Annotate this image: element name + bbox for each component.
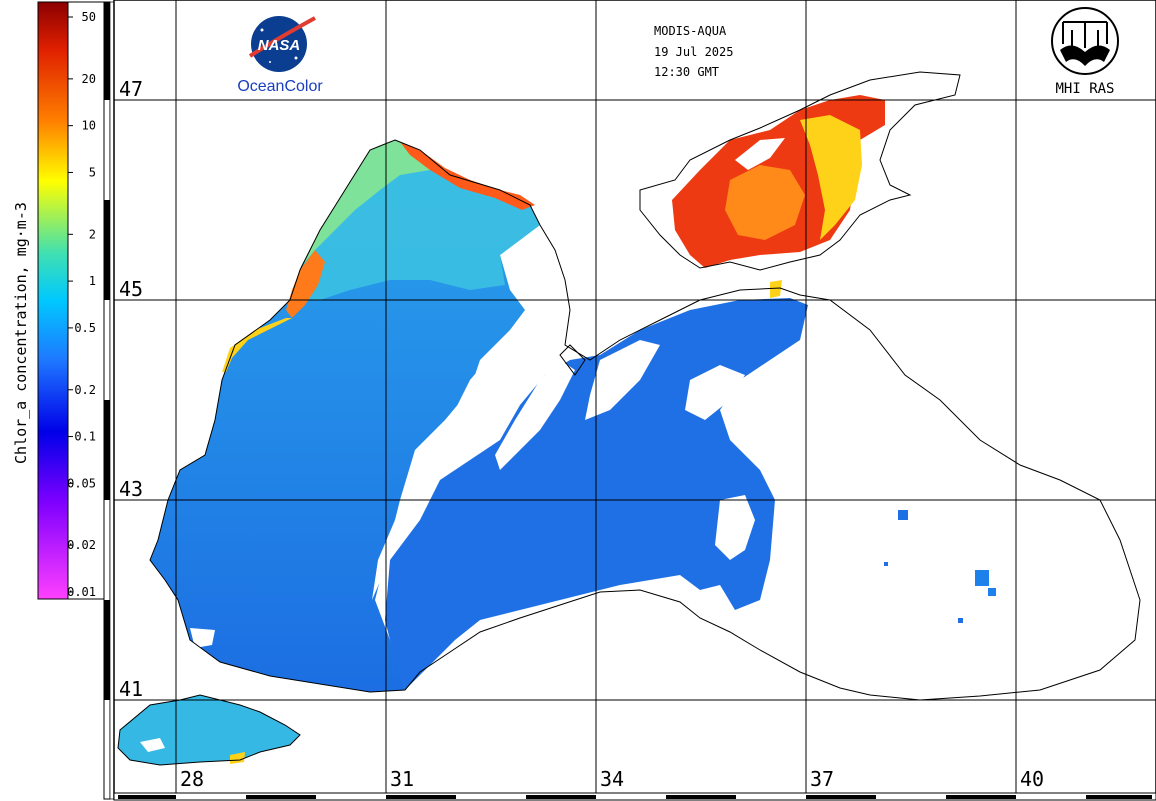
acquisition-date: 19 Jul 2025 — [654, 45, 733, 59]
oceancolor-label: OceanColor — [237, 78, 323, 95]
colorbar-tick-label: 0.5 — [74, 321, 96, 335]
pixel-cluster — [898, 510, 908, 520]
lat-label-47: 47 — [119, 77, 143, 101]
marmara-sea-coverage — [118, 695, 300, 765]
pixel-cluster — [884, 562, 888, 566]
azov-cloud-gap — [735, 138, 785, 170]
colorbar-title: Chlor_a concentration, mg·m-3 — [12, 202, 30, 464]
acquisition-time: 12:30 GMT — [654, 65, 719, 79]
azov-bloom-orange — [725, 165, 805, 240]
colorbar-label-panel — [67, 1, 107, 600]
lat-label-41: 41 — [119, 677, 143, 701]
lon-label-34: 34 — [600, 767, 624, 791]
mhi-ras-label: MHI RAS — [1055, 81, 1114, 97]
colorbar-tick-label: 0.01 — [67, 585, 96, 599]
pixel-cluster — [975, 570, 989, 586]
latitude-scale-strip — [103, 1, 115, 800]
lon-label-37: 37 — [810, 767, 834, 791]
cloud-gap — [190, 628, 215, 648]
lon-label-31: 31 — [390, 767, 414, 791]
danube-coastal-bloom — [286, 250, 325, 318]
colorbar-tick-label: 50 — [82, 10, 96, 24]
odessa-coastal-bloom — [400, 142, 535, 210]
cloud-gap — [585, 340, 660, 420]
acquisition-info: MODIS-AQUA 19 Jul 2025 12:30 GMT — [654, 24, 733, 79]
colorbar-tick-label: 1 — [89, 274, 96, 288]
danube-coastal-bloom-edge — [222, 318, 292, 372]
colorbar-ticks: 50 20 10 5 2 1 0.5 0.2 0.1 0.05 0.02 0.01 — [67, 10, 96, 599]
colorbar: Chlor_a concentration, mg·m-3 50 20 10 5 2 1 0… — [12, 1, 107, 600]
mhi-ras-logo: MHI RAS — [1051, 7, 1119, 97]
cloud-gap — [715, 495, 755, 560]
nasa-oceancolor-logo: NASA OceanColor — [237, 16, 323, 95]
lon-label-40: 40 — [1020, 767, 1044, 791]
latitude-labels: 47 45 43 41 — [116, 77, 150, 701]
lat-label-43: 43 — [119, 477, 143, 501]
nasa-wordmark: NASA — [258, 37, 301, 54]
cloud-gap — [685, 365, 745, 420]
azov-bloom-yellow — [800, 115, 862, 240]
colorbar-tick-label: 5 — [89, 165, 96, 179]
lat-label-45: 45 — [119, 277, 143, 301]
cloud-gap — [495, 360, 575, 470]
colorbar-tick-label: 0.2 — [74, 383, 96, 397]
cloud-gap — [372, 325, 520, 600]
coordinate-grid — [114, 0, 1156, 793]
colorbar-tick-label: 20 — [82, 72, 96, 86]
coastal-green-band — [300, 140, 430, 268]
colorbar-tick-label: 0.1 — [74, 430, 96, 444]
colorbar-tick-label: 10 — [82, 119, 96, 133]
lon-label-28: 28 — [180, 767, 204, 791]
kerch-strait-pixels — [770, 280, 782, 298]
colorbar-tick-label: 0.02 — [67, 538, 96, 552]
longitude-scale-strip — [113, 792, 1156, 801]
longitude-labels: 28 31 34 37 40 — [180, 767, 1044, 791]
satellite-name: MODIS-AQUA — [654, 24, 727, 38]
colorbar-tick-label: 0.05 — [67, 476, 96, 490]
pixel-cluster — [988, 588, 996, 596]
sea-of-azov-bloom — [672, 95, 885, 268]
pixel-cluster — [958, 618, 963, 623]
colorbar-tick-label: 2 — [89, 227, 96, 241]
colorbar-gradient — [37, 1, 69, 600]
